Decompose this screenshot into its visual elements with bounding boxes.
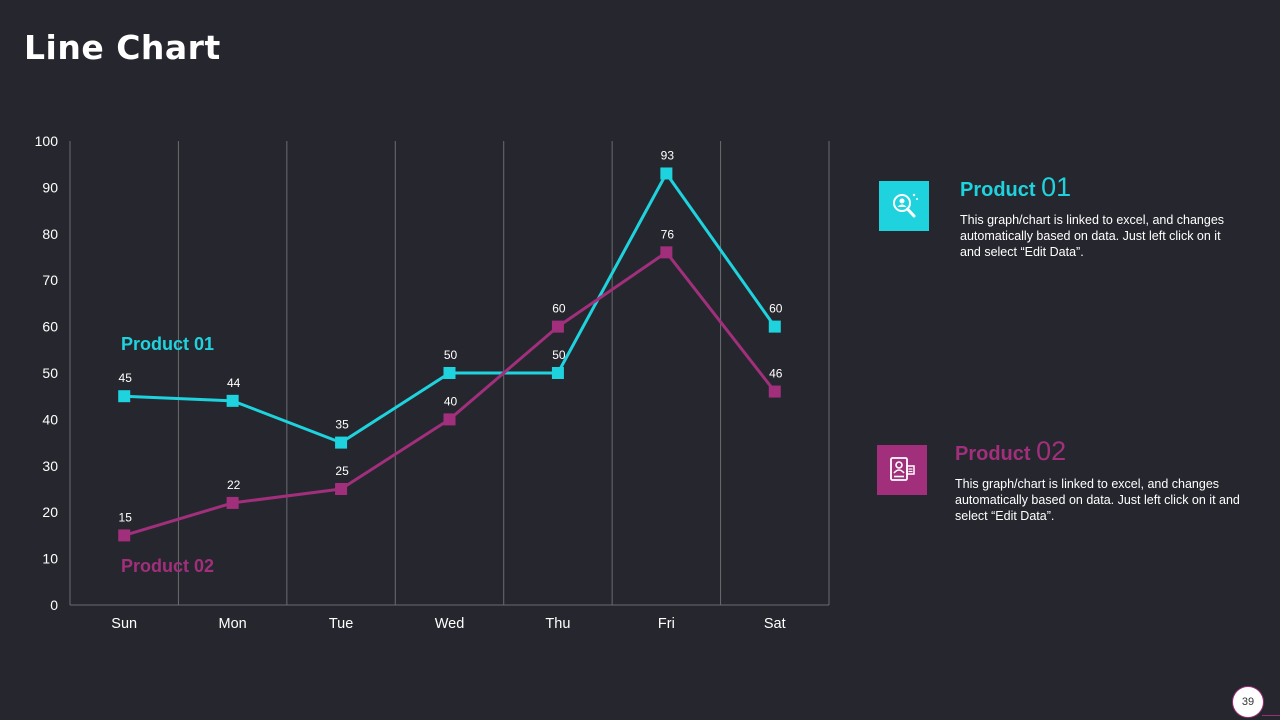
slide-title: Line Chart <box>24 28 221 67</box>
data-label-series-1: 93 <box>661 148 675 162</box>
legend-description-product-01: This graph/chart is linked to excel, and… <box>960 213 1225 259</box>
x-tick-label: Wed <box>435 616 465 632</box>
legend-title-product-01: Product 01 <box>960 172 1071 203</box>
legend-title-number: 02 <box>1036 436 1067 466</box>
data-point-series-2 <box>443 413 456 426</box>
x-tick-label: Sun <box>111 616 137 632</box>
legend-title-word: Product <box>960 179 1036 201</box>
data-point-series-1 <box>443 367 456 379</box>
data-label-series-1: 50 <box>552 348 566 362</box>
data-label-series-1: 60 <box>769 302 783 316</box>
data-point-series-2 <box>118 529 131 542</box>
x-tick-label: Tue <box>329 616 353 632</box>
y-tick-label: 30 <box>42 458 58 474</box>
page-number-accent-line <box>1262 715 1280 716</box>
data-point-series-2 <box>768 385 781 398</box>
legend-description-product-02: This graph/chart is linked to excel, and… <box>955 477 1240 523</box>
data-label-series-1: 45 <box>119 371 133 385</box>
data-label-series-2: 60 <box>552 302 566 316</box>
line-chart: 0 10 20 30 40 50 60 70 80 90 100 Sun Mon Tue Wed Thu Fri… <box>35 133 830 632</box>
y-tick-label: 50 <box>42 365 58 381</box>
series-label-product-02: Product 02 <box>121 556 214 576</box>
data-point-series-2 <box>335 483 348 495</box>
series-label-product-01: Product 01 <box>121 334 214 354</box>
data-label-series-1: 44 <box>227 376 241 390</box>
page-number: 39 <box>1233 687 1263 717</box>
data-point-series-1 <box>335 436 348 449</box>
data-label-series-2: 25 <box>335 464 349 478</box>
data-label-series-2: 15 <box>119 510 133 524</box>
legend-title-product-02: Product 02 <box>955 436 1066 467</box>
data-label-series-2: 46 <box>769 367 783 381</box>
data-label-series-1: 50 <box>444 348 458 362</box>
data-point-series-2 <box>226 496 239 509</box>
y-tick-label: 0 <box>50 597 58 613</box>
x-tick-label: Thu <box>545 616 570 632</box>
legend-title-word: Product <box>955 443 1031 465</box>
y-tick-label: 80 <box>42 226 58 242</box>
data-point-series-2 <box>551 320 564 333</box>
legend-icon-box-product-02 <box>877 445 927 495</box>
data-point-series-1 <box>660 167 673 180</box>
data-point-series-1 <box>768 320 781 333</box>
data-point-series-2 <box>660 246 673 259</box>
y-tick-label: 60 <box>42 319 58 335</box>
data-label-series-2: 40 <box>444 394 458 408</box>
y-tick-label: 20 <box>42 504 58 520</box>
data-label-series-2: 76 <box>661 227 675 241</box>
data-label-series-1: 35 <box>335 418 349 432</box>
y-tick-label: 100 <box>35 133 59 149</box>
y-tick-label: 10 <box>42 551 58 567</box>
data-point-series-1 <box>226 394 239 407</box>
x-tick-label: Sat <box>764 616 786 632</box>
legend-title-number: 01 <box>1041 172 1072 202</box>
profile-document-icon <box>890 457 915 481</box>
data-point-series-1 <box>551 367 564 379</box>
data-label-series-2: 22 <box>227 478 241 492</box>
search-user-icon <box>893 193 918 218</box>
x-tick-label: Mon <box>219 616 247 632</box>
data-point-series-1 <box>118 390 131 403</box>
y-tick-label: 70 <box>42 272 58 288</box>
legend-icon-box-product-01 <box>879 181 929 231</box>
x-tick-label: Fri <box>658 616 675 632</box>
y-tick-label: 40 <box>42 411 58 427</box>
y-tick-label: 90 <box>42 179 58 195</box>
